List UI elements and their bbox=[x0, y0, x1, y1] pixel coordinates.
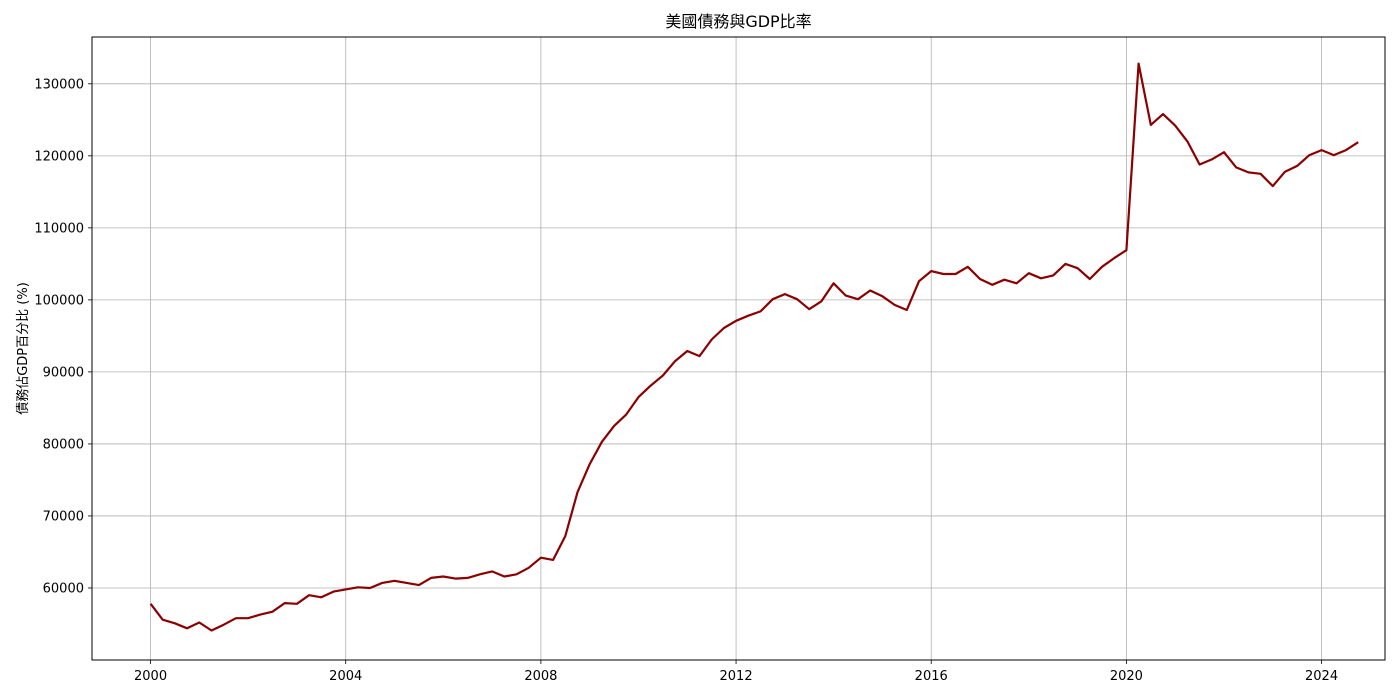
y-tick-label: 90000 bbox=[43, 365, 84, 380]
x-axis: 2000 2004 2008 2012 2016 2020 2024 bbox=[134, 660, 1338, 684]
y-tick-label: 80000 bbox=[43, 437, 84, 452]
y-tick-label: 70000 bbox=[43, 509, 84, 524]
x-tick-label: 2012 bbox=[720, 669, 753, 684]
y-tick-label: 60000 bbox=[43, 581, 84, 596]
y-tick-label: 100000 bbox=[34, 293, 84, 308]
chart-title: 美國債務與GDP比率 bbox=[665, 12, 811, 31]
grid bbox=[92, 37, 1385, 660]
y-axis-title: 債務佔GDP百分比 (%) bbox=[16, 282, 31, 415]
plot-frame bbox=[91, 36, 1386, 661]
y-tick-label: 120000 bbox=[34, 149, 84, 164]
x-tick-label: 2004 bbox=[329, 669, 362, 684]
x-tick-label: 2000 bbox=[134, 669, 167, 684]
x-tick-label: 2024 bbox=[1305, 669, 1338, 684]
y-tick-label: 130000 bbox=[34, 77, 84, 92]
x-tick-label: 2016 bbox=[915, 669, 948, 684]
x-tick-label: 2020 bbox=[1110, 669, 1143, 684]
y-axis: 60000 70000 80000 90000 100000 110000 120000 13… bbox=[34, 77, 92, 596]
y-tick-label: 110000 bbox=[34, 221, 84, 236]
series-line bbox=[149, 62, 1359, 632]
x-tick-label: 2008 bbox=[524, 669, 557, 684]
